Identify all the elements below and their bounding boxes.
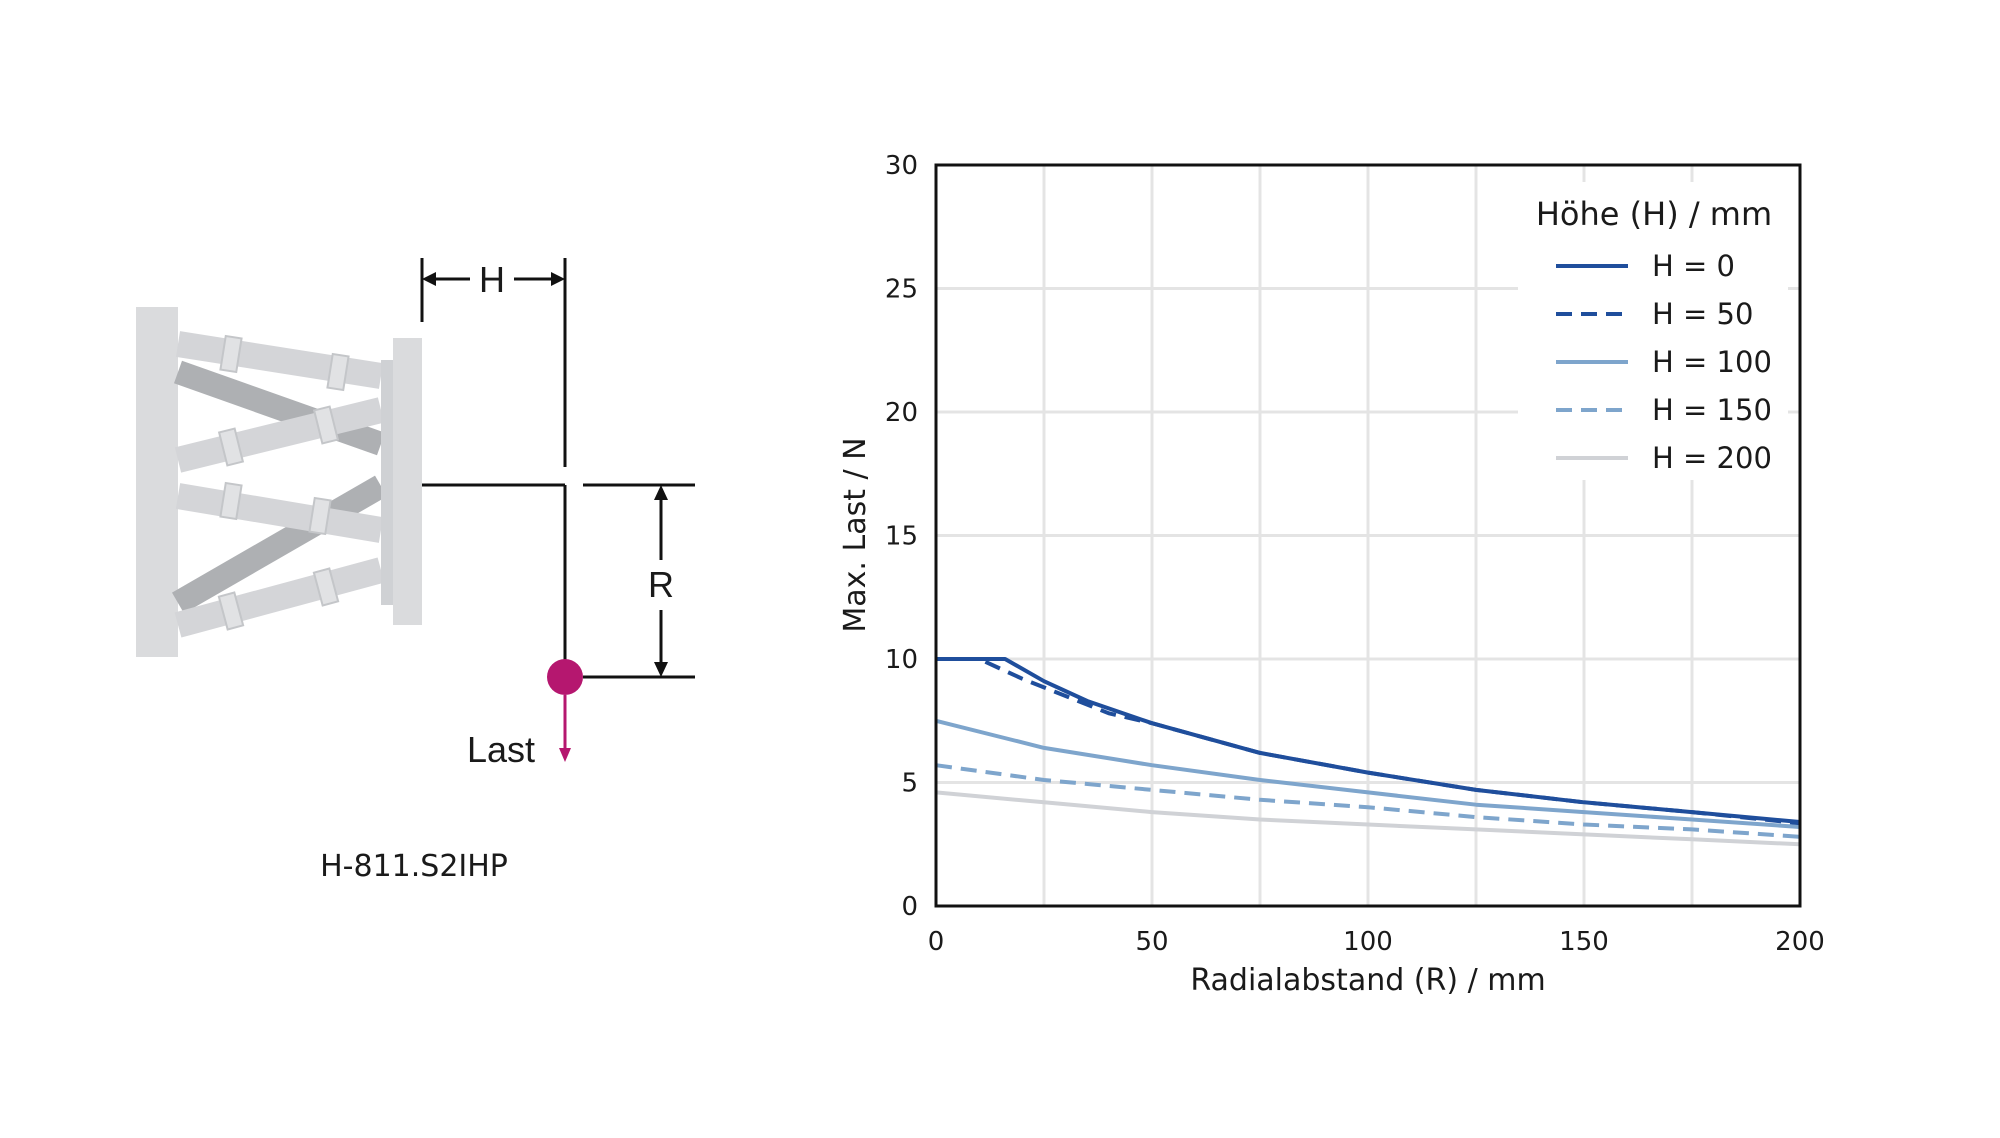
series-layer [935, 657, 1801, 847]
x-tick-label: 100 [1343, 927, 1393, 957]
legend-label: H = 100 [1652, 345, 1772, 379]
x-axis-title: Radialabstand (R) / mm [1190, 963, 1545, 998]
label-load: Last [467, 729, 535, 770]
platform-plate [381, 360, 393, 605]
y-tick-label: 10 [885, 645, 918, 675]
legend-label: H = 200 [1652, 441, 1772, 475]
label-r: R [648, 564, 674, 605]
legend: Höhe (H) / mm H = 0 H = 50 H = 100 H = 150 H… [1518, 182, 1788, 480]
series-line [935, 763, 1801, 839]
dimension-lines [420, 258, 695, 679]
model-label: H-811.S2IHP [320, 849, 508, 884]
load-chart: 0 50 100 150 200 0 5 10 15 20 25 30 Radialabstand (… [838, 151, 1825, 998]
y-tick-label: 25 [885, 275, 918, 305]
x-tick-label: 150 [1559, 927, 1609, 957]
y-axis-title: Max. Last / N [838, 437, 873, 632]
legend-label: H = 0 [1652, 249, 1735, 283]
y-tick-label: 30 [885, 151, 918, 181]
legend-title: Höhe (H) / mm [1536, 195, 1772, 233]
plot-frame [934, 163, 1802, 908]
legend-label: H = 150 [1652, 393, 1772, 427]
y-tick-label: 20 [885, 398, 918, 428]
series-line [936, 657, 1801, 824]
legend-label: H = 50 [1652, 297, 1753, 331]
load-mass [547, 659, 583, 695]
dimension-arrowheads [422, 272, 668, 677]
platform-cover [393, 338, 422, 625]
load-arrow-head [559, 748, 571, 762]
x-tick-label: 200 [1775, 927, 1825, 957]
y-tick-label: 5 [901, 769, 918, 799]
label-h: H [479, 259, 505, 300]
series-line [935, 718, 1801, 829]
strut-joints [217, 334, 350, 631]
x-tick-label: 0 [928, 927, 945, 957]
x-tick-label: 50 [1135, 927, 1168, 957]
series-line [935, 790, 1801, 847]
y-tick-label: 0 [901, 892, 918, 922]
strut-group-back [172, 360, 387, 614]
legend-background [1518, 182, 1788, 480]
tick-labels: 0 50 100 150 200 0 5 10 15 20 25 30 [885, 151, 1825, 957]
base-plate [136, 307, 178, 657]
hexapod-diagram: H R Last H-811.S2IHP [136, 258, 695, 884]
y-tick-label: 15 [885, 522, 918, 552]
strut-group-front [174, 331, 385, 638]
